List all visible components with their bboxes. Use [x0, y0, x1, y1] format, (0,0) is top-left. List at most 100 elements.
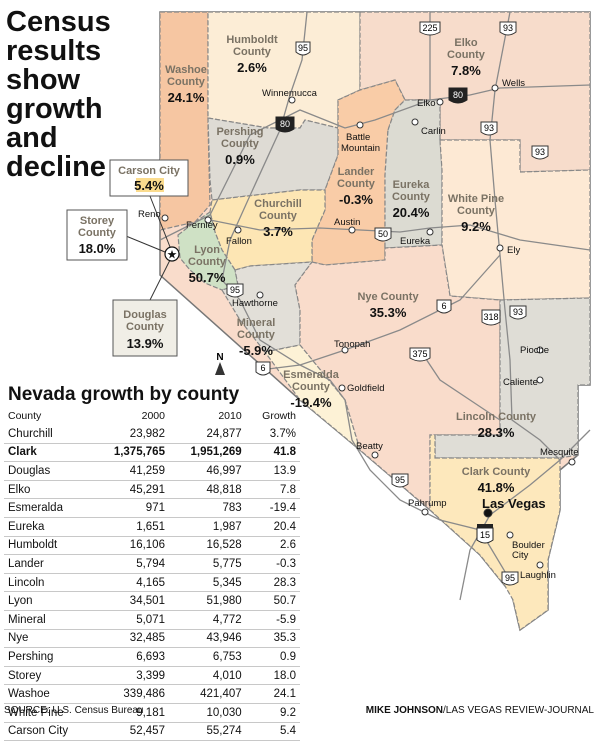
cell-growth: 7.8	[280, 483, 296, 496]
road-us93	[489, 11, 561, 461]
credit-line: MIKE JOHNSON/LAS VEGAS REVIEW-JOURNAL	[366, 705, 594, 716]
carson-leader-line	[147, 190, 173, 253]
nevada-county-map: 95 225 93 80 80 93 93 50 6 95 318 93 6 3…	[66, 11, 591, 632]
cell-y2000: 45,291	[129, 483, 165, 496]
shield-95-mid-label: 95	[230, 285, 240, 295]
cell-growth: 2.6	[280, 539, 296, 552]
eureka-value: 20.4%	[393, 205, 430, 220]
nye-label: Nye County	[357, 291, 419, 303]
cell-growth: 20.4	[273, 520, 296, 533]
cell-y2010: 51,980	[206, 595, 242, 608]
shield-6-west: 6	[255, 361, 271, 376]
table-row: Washoe 339,486 421,407 24.1	[4, 685, 300, 704]
north-arrow: N	[215, 352, 225, 375]
city-battle: Battle	[346, 132, 370, 143]
tonopah-dot	[341, 346, 349, 354]
white-pine-county-shape	[439, 139, 591, 301]
headline: Census results show growth and decline	[6, 8, 126, 182]
cell-y2010: 783	[222, 502, 242, 515]
headline-line-6: decline	[6, 151, 106, 183]
cell-y2000: 339,486	[123, 688, 165, 701]
callout-lines	[125, 190, 173, 301]
shield-95-north: 95	[295, 41, 311, 56]
elko-dot	[436, 98, 444, 106]
road-i15	[459, 429, 591, 601]
shield-i80-west-label: 80	[280, 119, 290, 129]
cell-county: Mineral	[8, 613, 46, 626]
cell-y2000: 52,457	[129, 725, 165, 738]
credit-outlet: /LAS VEGAS REVIEW-JOURNAL	[443, 705, 594, 716]
clark-label: Clark County	[462, 466, 531, 478]
ely-dot	[496, 244, 504, 252]
boulder-city-dot	[506, 531, 514, 539]
shield-375: 375	[409, 347, 431, 362]
cell-y2000: 971	[145, 502, 165, 515]
pershing-value: 0.9%	[225, 152, 255, 167]
douglas-leader-line	[149, 259, 171, 301]
road-us375	[419, 349, 501, 421]
cell-y2010: 4,010	[212, 669, 242, 682]
white-pine-label-1: White Pine	[448, 193, 504, 205]
cell-y2000: 3,399	[136, 669, 165, 682]
table-row: Carson City 52,457 55,274 5.4	[4, 722, 300, 741]
storey-leader-line	[125, 235, 166, 253]
storey-callout: Storey County 18.0%	[66, 209, 128, 261]
esmeralda-county-shape	[263, 344, 362, 452]
cell-y2010: 5,345	[212, 576, 242, 589]
churchill-label-1: Churchill	[254, 198, 302, 210]
headline-line-5: and	[6, 122, 58, 154]
cell-county: Humboldt	[8, 539, 58, 552]
cell-growth: 9.2	[280, 706, 296, 719]
cell-county: Storey	[8, 669, 42, 682]
churchill-label-2: County	[259, 210, 298, 222]
growth-table: County 2000 2010 Growth Churchill 23,982 2…	[4, 407, 300, 741]
cell-y2000: 5,794	[136, 557, 165, 570]
cell-growth: 24.1	[273, 688, 296, 701]
cell-growth: 28.3	[273, 576, 296, 589]
north-arrow-icon	[215, 362, 225, 375]
city-tonopah: Tonopah	[334, 339, 370, 350]
esmeralda-label-2: County	[292, 381, 331, 393]
city-laughlin: Laughlin	[520, 570, 556, 581]
cell-county: Douglas	[8, 464, 51, 477]
table-row: Clark 1,375,765 1,951,269 41.8	[4, 443, 300, 462]
star-icon: ★	[167, 248, 178, 262]
cell-growth: 35.3	[273, 632, 296, 645]
cell-county: Eureka	[8, 520, 45, 533]
city-dots	[161, 84, 576, 569]
cell-growth: -19.4	[269, 502, 296, 515]
cell-y2010: 10,030	[206, 706, 242, 719]
cell-y2010: 1,987	[212, 520, 242, 533]
cell-growth: 18.0	[273, 669, 296, 682]
cell-y2000: 41,259	[129, 464, 165, 477]
humboldt-label-1: Humboldt	[226, 34, 278, 46]
cell-y2000: 32,485	[129, 632, 165, 645]
cell-y2010: 1,951,269	[190, 446, 242, 459]
eureka-label-1: Eureka	[393, 179, 431, 191]
douglas-callout-value: 13.9%	[127, 336, 164, 351]
shield-375-label: 375	[412, 349, 427, 359]
carson-city-marker: ★	[164, 246, 180, 262]
shield-318-label: 318	[483, 312, 498, 322]
headline-line-3: show	[6, 64, 81, 96]
cell-growth: -5.9	[276, 613, 296, 626]
clark-value: 41.8%	[478, 480, 515, 495]
pershing-label-2: County	[221, 138, 260, 150]
city-winnemucca: Winnemucca	[262, 88, 318, 99]
austin-dot	[348, 226, 356, 234]
city-boulder: Boulder	[512, 540, 545, 551]
table-row: Storey 3,399 4,010 18.0	[4, 666, 300, 685]
winnemucca-dot	[288, 96, 296, 104]
elko-value: 7.8%	[451, 63, 481, 78]
cell-y2010: 4,772	[212, 613, 242, 626]
table-row: Eureka 1,651 1,987 20.4	[4, 517, 300, 537]
carson-callout-name: Carson City	[118, 165, 181, 177]
header-2000: 2000	[141, 410, 165, 422]
county-fills	[159, 11, 591, 632]
shield-93-wells-label: 93	[484, 123, 494, 133]
shield-93-north-label: 93	[503, 23, 513, 33]
shield-i80-west: 80	[275, 116, 295, 133]
city-hawthorne: Hawthorne	[232, 298, 278, 309]
city-eureka: Eureka	[400, 236, 431, 247]
fernley-dot	[204, 216, 212, 224]
